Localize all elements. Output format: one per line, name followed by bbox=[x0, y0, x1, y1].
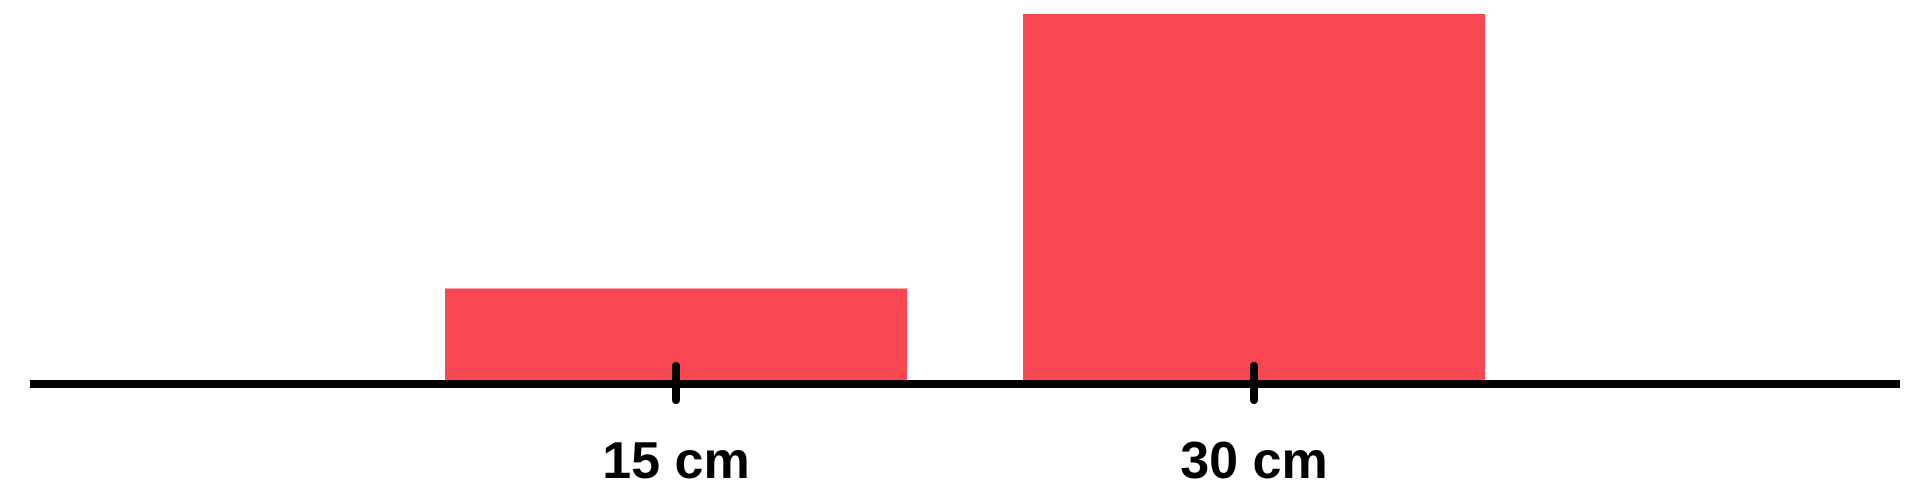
bars-group bbox=[445, 14, 1485, 380]
bar-2 bbox=[1023, 14, 1485, 380]
x-tick-label-1: 15 cm bbox=[602, 432, 749, 480]
x-tick-label-2: 30 cm bbox=[1180, 432, 1327, 480]
ticks-group bbox=[672, 362, 1258, 404]
tick-labels-group: 15 cm 30 cm bbox=[602, 432, 1327, 480]
